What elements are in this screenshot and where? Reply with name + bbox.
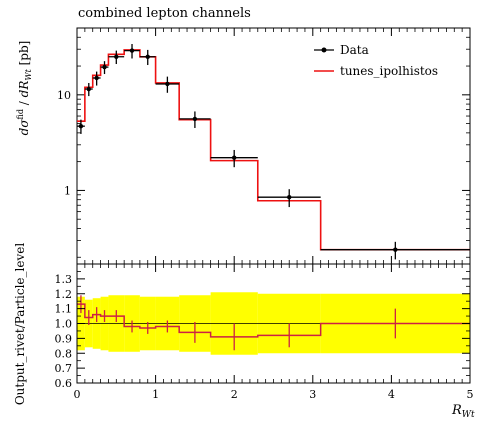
data-marker — [129, 48, 135, 53]
data-point — [108, 50, 125, 65]
ratio-y-tick-label: 0.9 — [55, 332, 73, 345]
data-point — [77, 119, 85, 134]
data-point — [179, 111, 211, 128]
ratio-y-axis-label: Output_rivet/Particle_level — [13, 243, 27, 406]
mc-step-histogram — [77, 49, 470, 251]
ratio-step-path — [77, 303, 470, 338]
svg-text:dσfid / dRWt [pb]: dσfid / dRWt [pb] — [16, 41, 33, 136]
data-point — [92, 71, 101, 86]
x-tick-label: 0 — [74, 388, 81, 401]
data-marker — [192, 116, 198, 122]
data-point — [320, 241, 470, 260]
data-marker — [94, 75, 99, 81]
data-marker — [86, 86, 91, 92]
chart-title: combined lepton channels — [78, 6, 251, 21]
data-marker — [165, 81, 170, 87]
x-tick-label: 2 — [231, 388, 238, 401]
x-tick-label: 4 — [388, 388, 395, 401]
ratio-y-tick-label: 1.2 — [55, 288, 73, 301]
data-point — [257, 189, 321, 208]
ratio-y-tick-label: 1.0 — [55, 318, 73, 331]
data-point — [124, 44, 140, 59]
ratio-step-line — [77, 303, 470, 338]
ratio-y-tick-label: 1.1 — [55, 303, 73, 316]
ratio-points — [80, 295, 396, 351]
x-tick-label: 3 — [309, 388, 316, 401]
data-point — [84, 82, 93, 97]
data-point — [100, 61, 109, 75]
x-axis-label: RWt — [451, 403, 475, 420]
data-point — [210, 149, 258, 168]
data-point — [139, 49, 156, 66]
data-marker — [393, 247, 398, 252]
legend-label-mc: tunes_ipolhistos — [340, 64, 438, 78]
legend: Data tunes_ipolhistos — [314, 43, 438, 78]
ratio-y-tick-label: 0.6 — [55, 377, 73, 390]
ratio-y-tick-label: 0.8 — [55, 347, 73, 360]
mc-step-path — [77, 49, 470, 251]
legend-label-data: Data — [340, 43, 369, 57]
data-marker — [287, 194, 292, 200]
ratio-y-tick-label: 0.7 — [55, 362, 73, 375]
ratio-axis-ticks: 0.6 0.7 0.8 0.91.0 1.1 1.2 1.3 0 1 2 3 4 5 — [55, 264, 474, 401]
ratio-y-tick-label: 1.3 — [55, 273, 73, 286]
main-y-tick-label: 1 — [64, 184, 71, 197]
data-points — [77, 44, 470, 260]
main-y-axis-label: dσfid / dRWt [pb] — [16, 41, 33, 136]
x-tick-label: 5 — [467, 388, 474, 401]
svg-text:RWt: RWt — [451, 403, 475, 420]
data-marker — [145, 54, 150, 59]
data-marker — [102, 64, 107, 70]
main-y-tick-label: 10 — [57, 89, 71, 102]
x-tick-label: 1 — [152, 388, 159, 401]
data-marker — [114, 54, 119, 59]
main-axis-ticks: 1 10 — [57, 27, 471, 264]
data-marker — [232, 155, 237, 160]
data-point — [155, 76, 180, 93]
legend-data-marker-dot — [321, 47, 327, 53]
data-marker — [78, 123, 84, 129]
